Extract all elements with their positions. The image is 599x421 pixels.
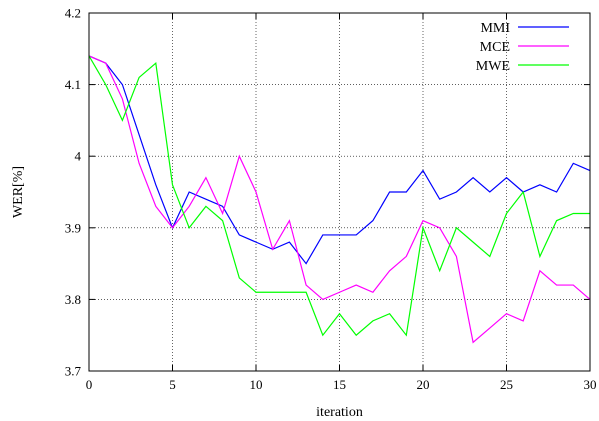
x-tick-label: 10 — [250, 377, 263, 392]
legend: MMI MCE MWE — [476, 21, 569, 74]
y-tick-label: 4.1 — [65, 77, 81, 92]
x-tick-label: 5 — [169, 377, 176, 392]
x-axis-label: iteration — [316, 405, 363, 420]
y-tick-label: 4 — [75, 149, 82, 164]
y-tick-label: 3.7 — [65, 364, 82, 379]
legend-label: MWE — [476, 59, 510, 74]
series-line-mwe — [88, 55, 590, 337]
y-tick-label: 3.9 — [65, 220, 81, 235]
series-line-mce — [88, 55, 591, 344]
series-lines — [88, 55, 591, 344]
x-tick-label: 20 — [417, 377, 430, 392]
tick-labels: 0 5 10 15 20 25 30 3.7 3.8 3.9 4 4.1 4.2 — [65, 6, 597, 393]
x-tick-label: 15 — [333, 377, 346, 392]
legend-label: MCE — [480, 40, 510, 55]
x-tick-label: 0 — [86, 377, 93, 392]
plot-frame — [88, 12, 591, 372]
y-tick-label: 4.2 — [65, 6, 81, 21]
legend-label: MMI — [480, 21, 510, 36]
x-tick-label: 25 — [500, 377, 513, 392]
x-tick-label: 30 — [584, 377, 597, 392]
grid-lines — [89, 13, 590, 371]
y-axis-label: WER[%] — [11, 166, 26, 218]
y-tick-label: 3.8 — [65, 292, 81, 307]
